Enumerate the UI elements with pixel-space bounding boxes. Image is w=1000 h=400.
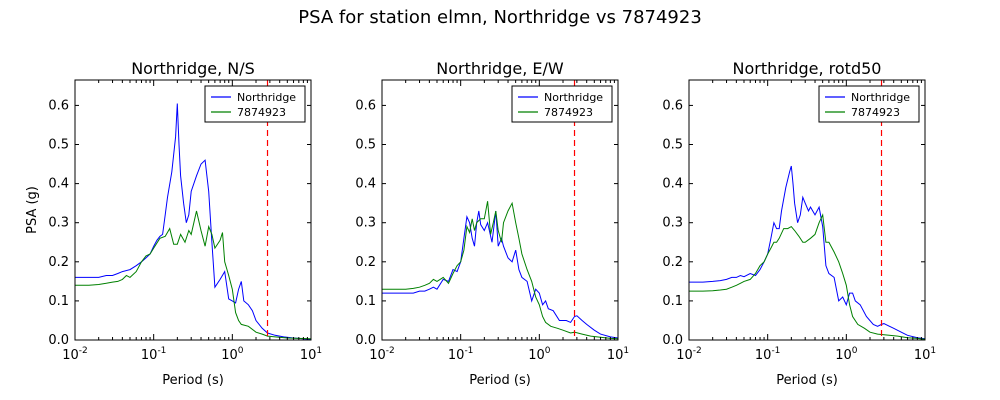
plot-frame (74, 79, 312, 341)
legend: Northridge 7874923 (204, 85, 306, 123)
y-tick-label: 0.5 (662, 138, 683, 153)
legend-box (818, 85, 920, 123)
x-axis-label: Period (s) (162, 373, 224, 388)
x-tick-label: 101 (607, 346, 629, 363)
series-line-7874923 (382, 201, 618, 340)
series-line-7874923 (689, 213, 925, 340)
y-tick-label: 0.2 (48, 255, 69, 270)
legend-label: Northridge (237, 91, 296, 104)
legend-box (204, 85, 306, 123)
y-tick-label: 0.3 (48, 216, 69, 231)
panel-2: Northridge, E/W 0.0 0.1 0.2 0.3 0.4 0.5 0.6 10-2… (355, 59, 629, 388)
legend: Northridge 7874923 (511, 85, 613, 123)
x-tick-label: 101 (914, 346, 936, 363)
legend-label: Northridge (544, 91, 603, 104)
legend-label: 7874923 (851, 106, 900, 119)
y-tick-label: 0.6 (48, 98, 69, 113)
y-tick-label: 0.4 (662, 177, 683, 192)
figure-title: PSA for station elmn, Northridge vs 7874… (298, 7, 702, 28)
plot-frame (688, 79, 926, 341)
series-line-northridge (382, 210, 618, 339)
panel-1: Northridge, N/S 0.0 0.1 0.2 0.3 0.4 0.5 0.6 10-2… (25, 59, 322, 388)
legend-label: 7874923 (237, 106, 286, 119)
y-tick-label: 0.1 (355, 294, 376, 309)
y-tick-label: 0.3 (355, 216, 376, 231)
x-tick-label: 10-1 (448, 346, 474, 363)
x-tick-label: 10-2 (62, 346, 88, 363)
legend-box (511, 85, 613, 123)
x-tick-label: 10-2 (369, 346, 395, 363)
panel-title: Northridge, E/W (436, 59, 564, 78)
x-tick-label: 10-1 (141, 346, 167, 363)
legend-label: 7874923 (544, 106, 593, 119)
series-line-northridge (689, 165, 925, 340)
legend-label: Northridge (851, 91, 910, 104)
y-tick-label: 0.3 (662, 216, 683, 231)
y-tick-label: 0.5 (355, 138, 376, 153)
y-tick-label: 0.5 (48, 138, 69, 153)
x-tick-label: 100 (221, 346, 244, 363)
y-tick-label: 0.6 (662, 98, 683, 113)
plot-frame (381, 79, 619, 341)
x-tick-label: 100 (835, 346, 858, 363)
y-tick-label: 0.2 (355, 255, 376, 270)
panel-title: Northridge, N/S (131, 59, 255, 78)
legend: Northridge 7874923 (818, 85, 920, 123)
x-axis-label: Period (s) (776, 373, 838, 388)
y-tick-label: 0.4 (355, 177, 376, 192)
y-tick-label: 0.6 (355, 98, 376, 113)
series-line-northridge (75, 103, 311, 340)
panel-3: Northridge, rotd50 0.0 0.1 0.2 0.3 0.4 0.5 0.6 1… (662, 59, 936, 388)
panel-title: Northridge, rotd50 (733, 59, 882, 78)
series-line-7874923 (75, 210, 311, 340)
x-tick-label: 101 (300, 346, 322, 363)
y-tick-label: 0.0 (662, 333, 683, 348)
y-tick-label: 0.0 (48, 333, 69, 348)
x-tick-label: 10-1 (755, 346, 781, 363)
x-tick-label: 10-2 (676, 346, 702, 363)
y-tick-label: 0.1 (48, 294, 69, 309)
y-tick-label: 0.2 (662, 255, 683, 270)
y-tick-label: 0.0 (355, 333, 376, 348)
panels: Northridge, N/S 0.0 0.1 0.2 0.3 0.4 0.5 0.6 10-2… (25, 59, 936, 388)
x-axis-label: Period (s) (469, 373, 531, 388)
y-axis-label: PSA (g) (25, 186, 40, 234)
x-tick-label: 100 (528, 346, 551, 363)
y-tick-label: 0.1 (662, 294, 683, 309)
y-tick-label: 0.4 (48, 177, 69, 192)
